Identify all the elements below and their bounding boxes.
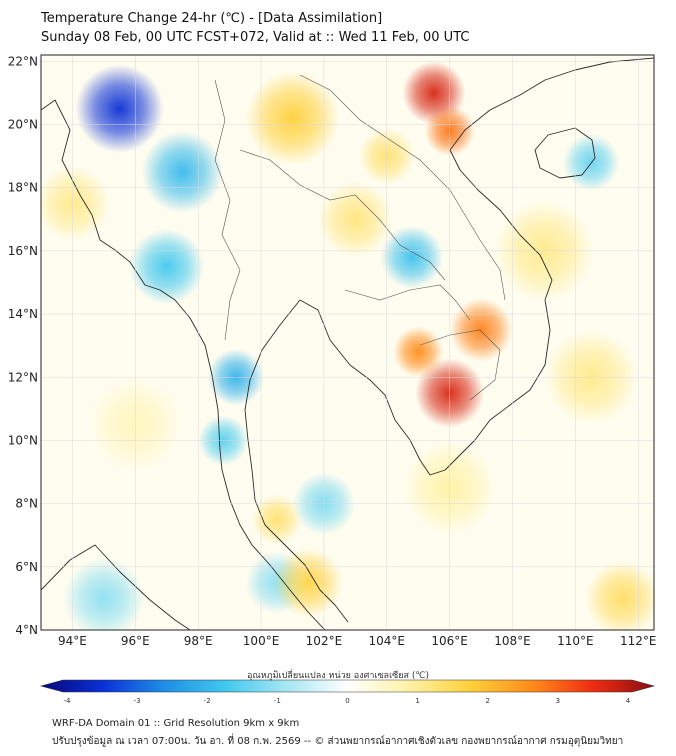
colorbar-tick-label: 2: [486, 697, 490, 705]
temperature-anomaly-warming: [393, 326, 444, 378]
lon-tick-label: 94°E: [58, 634, 87, 648]
temperature-anomaly-warming: [41, 165, 111, 242]
colorbar-tick-label: -1: [274, 697, 281, 705]
border-thailand-cambodia: [344, 284, 471, 321]
lon-tick-label: 98°E: [184, 634, 213, 648]
temperature-anomaly-warming: [245, 70, 340, 166]
coastline-peninsula-east: [244, 299, 349, 623]
map-subtitle: Sunday 08 Feb, 00 UTC FCST+072, Valid at…: [41, 30, 470, 45]
coastline-gulf-of-thailand: [299, 299, 551, 476]
temperature-anomaly-warming: [251, 494, 302, 545]
colorbar-tick-label: 0: [345, 697, 349, 705]
temperature-anomaly-warming: [449, 298, 513, 362]
lat-tick-label: 10°N: [8, 433, 38, 447]
lon-tick-label: 110°E: [557, 634, 594, 648]
border-laos-vietnam: [299, 74, 506, 301]
colorbar-label: อุณหภูมิเปลี่ยนแปลง หน่วย องศาเซลเซียส (…: [246, 671, 430, 681]
footer-model-info: WRF-DA Domain 01 :: Grid Resolution 9km …: [52, 718, 300, 729]
colorbar-tick-label: -2: [204, 697, 211, 705]
map-title: Temperature Change 24-hr (℃) - [Data Ass…: [41, 11, 383, 26]
lon-tick-label: 104°E: [369, 634, 406, 648]
lat-tick-label: 20°N: [8, 118, 38, 132]
colorbar-tick-label: -3: [134, 697, 141, 705]
colorbar-tick-label: 3: [556, 697, 560, 705]
temperature-anomaly-cooling: [141, 130, 224, 213]
lat-tick-label: 18°N: [8, 181, 38, 195]
plot-frame: [40, 54, 655, 631]
lat-tick-label: 14°N: [8, 307, 38, 321]
lon-tick-label: 100°E: [243, 634, 280, 648]
temperature-anomaly-cooling: [129, 228, 205, 305]
temperature-anomaly-cooling: [63, 557, 145, 630]
colorbar-tick-label: 4: [626, 697, 631, 705]
coastline-sumatra: [41, 544, 191, 630]
border-cambodia-vietnam: [419, 329, 501, 401]
colorbar-tick-label: -4: [64, 697, 72, 705]
colorbar: [39, 679, 656, 693]
lon-tick-label: 112°E: [620, 634, 657, 648]
lon-tick-label: 96°E: [121, 634, 150, 648]
border-thailand-laos: [239, 149, 446, 281]
coastline-andaman: [41, 99, 223, 471]
temperature-anomaly-warming: [317, 181, 394, 258]
coastline-vietnam: [449, 57, 654, 301]
lon-tick-label: 102°E: [306, 634, 343, 648]
footer-credits: ปรับปรุงข้อมูล ณ เวลา 07:00น. วัน อา. ที…: [52, 736, 624, 747]
lat-tick-label: 6°N: [15, 560, 38, 574]
temperature-anomaly-warming: [584, 560, 654, 630]
lat-tick-label: 8°N: [15, 497, 38, 511]
lat-tick-label: 4°N: [15, 623, 38, 637]
coastline-hainan: [534, 127, 596, 179]
temperature-anomaly-cooling: [75, 64, 164, 153]
lat-tick-label: 16°N: [8, 244, 38, 258]
temperature-anomaly-warming: [273, 547, 343, 618]
lat-tick-label: 12°N: [8, 370, 38, 384]
colorbar-tick-label: 1: [415, 697, 419, 705]
map-background: [41, 55, 654, 630]
lat-tick-label: 22°N: [8, 54, 38, 68]
border-myanmar-thailand: [214, 79, 241, 341]
lon-tick-label: 106°E: [431, 634, 468, 648]
lon-tick-label: 108°E: [494, 634, 531, 648]
temperature-anomaly-cooling: [380, 225, 444, 289]
